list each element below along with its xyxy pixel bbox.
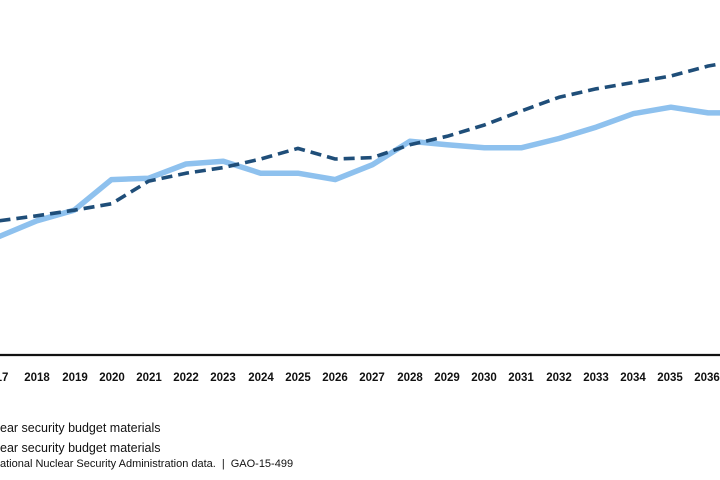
x-tick-label: 2022 <box>173 372 199 384</box>
x-tick-label: 2025 <box>285 372 311 384</box>
x-tick-label: 2028 <box>397 372 423 384</box>
source-separator: | <box>221 458 225 470</box>
line-chart: 17 2018 2019 2020 2021 2022 2023 2024 2025 2026 20… <box>0 62 720 384</box>
x-tick-label: 2036 <box>694 372 720 384</box>
series-line-dashed <box>0 62 720 223</box>
legend-entry-1: ear security budget materials <box>0 421 161 435</box>
x-tick-label: 2026 <box>322 372 348 384</box>
x-tick-label: 17 <box>0 372 8 384</box>
x-tick-label: 2032 <box>546 372 572 384</box>
x-tick-label: 2029 <box>434 372 460 384</box>
x-tick-label: 2023 <box>210 372 236 384</box>
source-text: ational Nuclear Security Administration … <box>0 458 216 470</box>
plot-lines <box>0 62 720 240</box>
x-tick-label: 2020 <box>99 372 125 384</box>
source-note: ational Nuclear Security Administration … <box>0 458 293 470</box>
x-tick-label: 2024 <box>248 372 274 384</box>
x-tick-labels: 17 2018 2019 2020 2021 2022 2023 2024 2025 2026 20… <box>0 372 720 384</box>
series-line-solid <box>0 104 720 240</box>
x-tick-label: 2031 <box>508 372 534 384</box>
x-tick-label: 2018 <box>24 372 50 384</box>
x-tick-label: 2034 <box>620 372 646 384</box>
report-id: GAO-15-499 <box>230 458 294 470</box>
x-tick-label: 2033 <box>583 372 609 384</box>
x-tick-label: 2019 <box>62 372 88 384</box>
x-tick-label: 2027 <box>359 372 385 384</box>
legend-entry-2: ear security budget materials <box>0 441 161 455</box>
x-tick-label: 2021 <box>136 372 162 384</box>
x-tick-label: 2030 <box>471 372 497 384</box>
x-tick-label: 2035 <box>657 372 683 384</box>
